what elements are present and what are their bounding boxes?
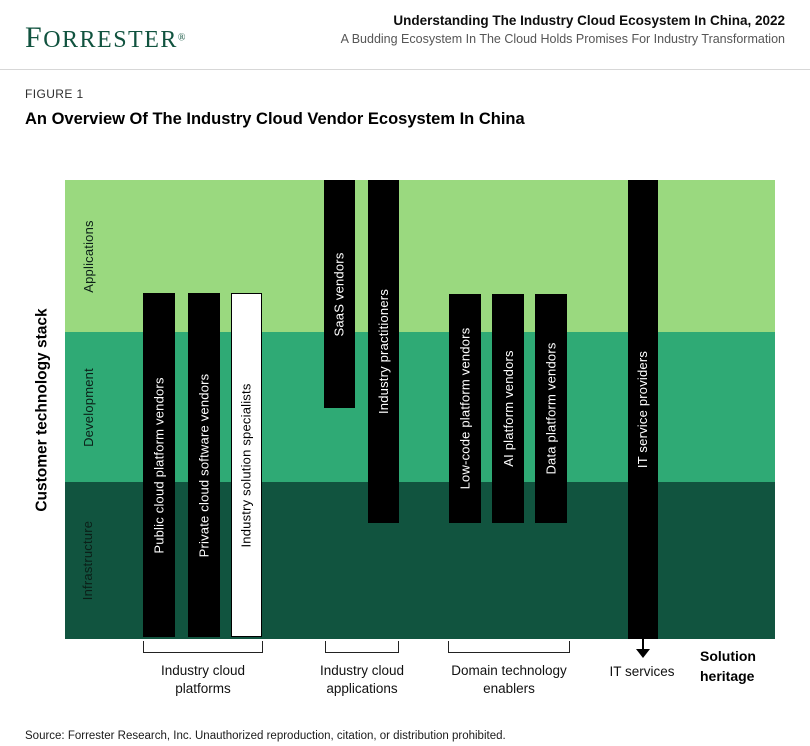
vendor-bar-low-code-platform-vendors: Low-code platform vendors xyxy=(449,294,481,523)
group-label-industry-cloud-platforms: Industry cloud platforms xyxy=(160,663,246,697)
vendor-bar-label-it-service-providers: IT service providers xyxy=(635,350,651,469)
vendor-bar-ai-platform-vendors: AI platform vendors xyxy=(492,294,524,523)
vendor-bar-label-low-code-platform-vendors: Low-code platform vendors xyxy=(457,327,473,490)
vendor-bar-it-service-providers: IT service providers xyxy=(628,180,658,639)
logo-text-initial: F xyxy=(25,21,44,54)
logo-text: ORRESTER xyxy=(43,27,178,53)
vendor-bar-label-public-cloud-platform-vendors: Public cloud platform vendors xyxy=(151,376,167,554)
it-services-arrow-icon xyxy=(636,649,650,658)
vendor-bar-label-industry-solution-specialists: Industry solution specialists xyxy=(239,382,255,548)
vendor-bar-industry-practitioners: Industry practitioners xyxy=(368,180,399,523)
layer-label-wrap-applications: Applications xyxy=(72,180,104,332)
registered-mark: ® xyxy=(177,32,186,44)
layer-label-applications: Applications xyxy=(80,219,96,293)
layer-label-infrastructure: Infrastructure xyxy=(80,520,96,601)
report-subtitle: A Budding Ecosystem In The Cloud Holds P… xyxy=(340,32,785,46)
group-label-it-services: IT services xyxy=(609,664,675,679)
group-label-domain-technology-enablers: Domain technology enablers xyxy=(451,663,567,697)
vendor-bar-label-saas-vendors: SaaS vendors xyxy=(332,251,348,337)
vendor-bar-saas-vendors: SaaS vendors xyxy=(324,180,355,408)
group-label-industry-cloud-applications: Industry cloud applications xyxy=(319,663,405,697)
vendor-bar-label-industry-practitioners: Industry practitioners xyxy=(376,288,392,415)
vendor-bar-label-private-cloud-software-vendors: Private cloud software vendors xyxy=(196,373,212,557)
forrester-logo: FORRESTER® xyxy=(25,21,185,55)
layer-label-development: Development xyxy=(80,367,96,447)
group-bracket-industry-cloud-platforms xyxy=(143,641,263,653)
vendor-bar-data-platform-vendors: Data platform vendors xyxy=(535,294,567,523)
solution-heritage-label: Solution heritage xyxy=(700,648,756,684)
vendor-bar-label-ai-platform-vendors: AI platform vendors xyxy=(500,350,516,467)
report-header: FORRESTER® Understanding The Industry Cl… xyxy=(0,0,810,70)
vendor-bar-industry-solution-specialists: Industry solution specialists xyxy=(231,293,262,637)
vendor-bar-private-cloud-software-vendors: Private cloud software vendors xyxy=(188,293,220,637)
vendor-bar-label-data-platform-vendors: Data platform vendors xyxy=(543,342,559,475)
y-axis-label-text: Customer technology stack xyxy=(34,307,51,512)
group-bracket-industry-cloud-applications xyxy=(325,641,399,653)
group-bracket-domain-technology-enablers xyxy=(448,641,570,653)
vendor-bar-public-cloud-platform-vendors: Public cloud platform vendors xyxy=(143,293,175,637)
layer-label-wrap-infrastructure: Infrastructure xyxy=(72,482,104,639)
report-title: Understanding The Industry Cloud Ecosyst… xyxy=(393,13,785,28)
figure-label: FIGURE 1 xyxy=(25,87,84,101)
layer-label-wrap-development: Development xyxy=(72,332,104,482)
figure-title: An Overview Of The Industry Cloud Vendor… xyxy=(25,110,525,128)
it-services-arrow-shaft xyxy=(642,639,644,650)
y-axis-label: Customer technology stack xyxy=(28,180,58,639)
source-note: Source: Forrester Research, Inc. Unautho… xyxy=(25,730,506,742)
